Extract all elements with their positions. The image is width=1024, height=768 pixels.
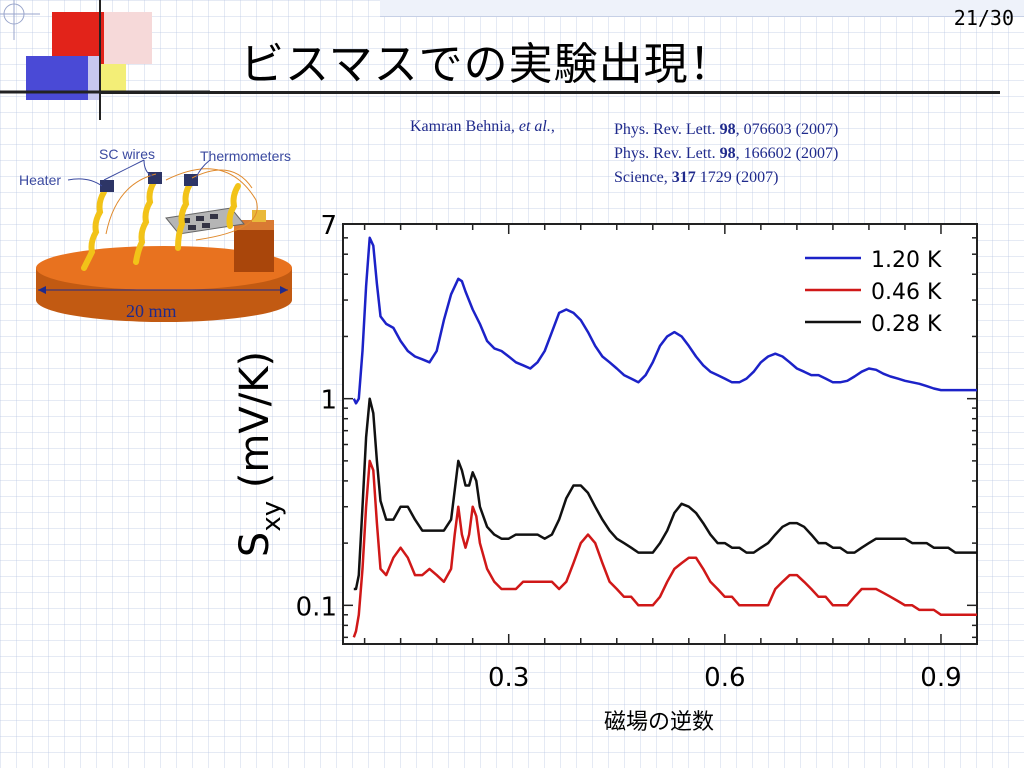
thermoelectric-chart: 0.3 0.6 0.9 0.1 1 7 Sxy (mV/K) 1.20 K 0.46 K 0.28… [220, 190, 1000, 750]
label-dimension: 20 mm [126, 301, 177, 321]
legend-label: 0.46 K [871, 280, 942, 305]
reference-item: Science, 317 1729 (2007) [614, 166, 838, 190]
y-axis-label: Sxy (mV/K) [232, 351, 287, 557]
base-plate-top [36, 246, 292, 290]
reference-list: Phys. Rev. Lett. 98, 076603 (2007) Phys.… [614, 118, 838, 190]
corner-decoration [0, 0, 1000, 120]
coil-supports [81, 179, 241, 271]
slide-title: ビスマスでの実験出現！ [240, 39, 734, 90]
block-top [234, 220, 274, 230]
reference-journal: Science, [614, 169, 672, 186]
reference-authors: Kamran Behnia, et al., [410, 118, 555, 136]
reference-item: Phys. Rev. Lett. 98, 166602 (2007) [614, 142, 838, 166]
title-underline [100, 91, 1000, 94]
y-tick-label: 0.1 [296, 592, 337, 622]
chart-svg: 0.3 0.6 0.9 0.1 1 7 Sxy (mV/K) 1.20 K 0.46 K 0.28… [232, 211, 978, 693]
corner-squares-graphic [0, 0, 1000, 120]
series-line-1-20-K [352, 236, 977, 405]
reference-author-tail: , [550, 118, 555, 135]
reference-item: Phys. Rev. Lett. 98, 076603 (2007) [614, 118, 838, 142]
reference-volume: 98 [719, 121, 736, 138]
y-tick-label: 1 [320, 386, 337, 416]
reference-volume: 317 [671, 169, 696, 186]
reference-author-etal: et al. [518, 118, 551, 135]
label-leaders [67, 159, 211, 187]
page-number: 21/30 [953, 6, 1014, 30]
block-side [234, 228, 274, 272]
legend-label: 1.20 K [871, 248, 942, 273]
series-line-0-28-K [353, 397, 977, 591]
y-axis-label-unit: (mV/K) [232, 351, 278, 501]
thermometer-cup [252, 210, 266, 222]
x-tick-label: 0.3 [488, 663, 529, 693]
reference-author-name: Kamran Behnia, [410, 118, 519, 135]
reference-volume: 98 [719, 145, 736, 162]
experimental-setup-illustration: Heater SC wires Thermometers [16, 140, 316, 330]
slide-header-band [380, 0, 1024, 17]
dimension-arrow-left [38, 286, 46, 294]
wires [105, 168, 258, 241]
x-tick-label: 0.9 [920, 663, 961, 693]
sample-holder [165, 207, 245, 235]
reference-pages-year: , 166602 (2007) [735, 145, 839, 162]
y-tick-label: 7 [320, 211, 337, 241]
reference-journal: Phys. Rev. Lett. [614, 121, 720, 138]
series-line-0-46-K [352, 459, 977, 638]
label-heater: Heater [19, 172, 62, 188]
reference-journal: Phys. Rev. Lett. [614, 145, 720, 162]
label-sc-wires: SC wires [99, 146, 156, 162]
setup-drawing [36, 159, 292, 322]
y-axis-label-sub: xy [257, 501, 287, 532]
dimension-arrow-right [280, 286, 288, 294]
x-tick-label: 0.6 [704, 663, 745, 693]
y-axis-label-main: S [232, 532, 278, 557]
legend-label: 0.28 K [871, 312, 942, 337]
label-thermometers: Thermometers [200, 148, 292, 164]
x-axis-label: 磁場の逆数 [604, 710, 715, 735]
reference-pages-year: , 076603 (2007) [735, 121, 839, 138]
reference-pages-year: 1729 (2007) [695, 169, 779, 186]
sample-contacts [182, 214, 218, 230]
